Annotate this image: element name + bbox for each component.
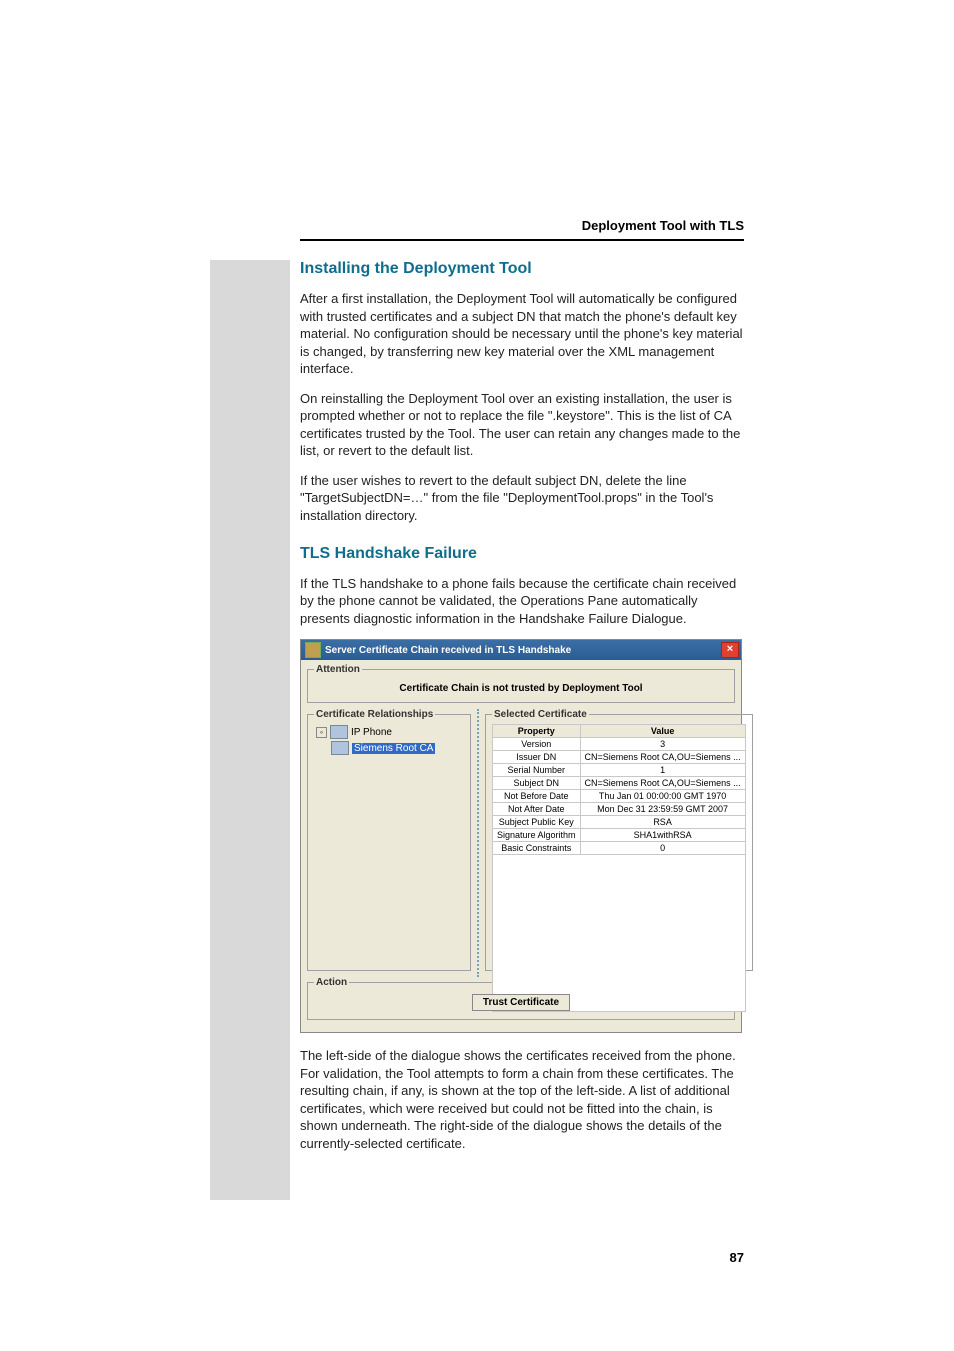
- certificate-icon: [330, 725, 348, 739]
- cell-value: Mon Dec 31 23:59:59 GMT 2007: [580, 803, 745, 816]
- cert-relationships-groupbox: Certificate Relationships ◦ IP Phone: [307, 709, 471, 971]
- tree-toggle-icon[interactable]: ◦: [316, 727, 327, 738]
- selected-cert-legend: Selected Certificate: [492, 709, 589, 720]
- table-row: Subject DNCN=Siemens Root CA,OU=Siemens …: [493, 777, 746, 790]
- tree-node-rootca[interactable]: Siemens Root CA: [314, 740, 464, 756]
- attention-legend: Attention: [314, 664, 362, 675]
- action-legend: Action: [314, 977, 349, 988]
- tree-label: IP Phone: [351, 727, 392, 738]
- cell-property: Subject Public Key: [493, 816, 581, 829]
- cell-property: Issuer DN: [493, 751, 581, 764]
- body-paragraph: After a first installation, the Deployme…: [300, 290, 744, 378]
- cell-value: 3: [580, 738, 745, 751]
- cell-property: Not Before Date: [493, 790, 581, 803]
- cell-value: 0: [580, 842, 745, 855]
- handshake-failure-dialog: Server Certificate Chain received in TLS…: [300, 639, 742, 1033]
- cell-value: Thu Jan 01 00:00:00 GMT 1970: [580, 790, 745, 803]
- col-property: Property: [493, 725, 581, 738]
- cell-value: SHA1withRSA: [580, 829, 745, 842]
- tree-node-ipphone[interactable]: ◦ IP Phone: [314, 724, 464, 740]
- table-row: Subject Public KeyRSA: [493, 816, 746, 829]
- page-header-title: Deployment Tool with TLS: [300, 218, 744, 233]
- cell-value: CN=Siemens Root CA,OU=Siemens ...: [580, 751, 745, 764]
- table-empty-area: [492, 855, 746, 1012]
- page-number: 87: [730, 1250, 744, 1265]
- table-row: Serial Number1: [493, 764, 746, 777]
- tree-label: Siemens Root CA: [352, 743, 435, 754]
- cell-value: RSA: [580, 816, 745, 829]
- certificate-tree[interactable]: ◦ IP Phone Siemens Root CA: [314, 724, 464, 756]
- table-row: Basic Constraints0: [493, 842, 746, 855]
- attention-text: Certificate Chain is not trusted by Depl…: [314, 679, 728, 696]
- table-row: Issuer DNCN=Siemens Root CA,OU=Siemens .…: [493, 751, 746, 764]
- cell-property: Basic Constraints: [493, 842, 581, 855]
- table-row: Signature AlgorithmSHA1withRSA: [493, 829, 746, 842]
- cell-value: CN=Siemens Root CA,OU=Siemens ...: [580, 777, 745, 790]
- header-rule: [300, 239, 744, 241]
- dialog-title: Server Certificate Chain received in TLS…: [325, 645, 721, 656]
- body-paragraph: The left-side of the dialogue shows the …: [300, 1047, 744, 1152]
- body-paragraph: On reinstalling the Deployment Tool over…: [300, 390, 744, 460]
- body-paragraph: If the TLS handshake to a phone fails be…: [300, 575, 744, 628]
- cell-property: Signature Algorithm: [493, 829, 581, 842]
- certificate-icon: [331, 741, 349, 755]
- cell-property: Serial Number: [493, 764, 581, 777]
- cell-value: 1: [580, 764, 745, 777]
- attention-groupbox: Attention Certificate Chain is not trust…: [307, 664, 735, 703]
- selected-cert-groupbox: Selected Certificate Property Value: [485, 709, 753, 971]
- splitter-handle[interactable]: [477, 709, 479, 977]
- window-icon: [305, 642, 321, 658]
- cell-property: Subject DN: [493, 777, 581, 790]
- cert-relationships-legend: Certificate Relationships: [314, 709, 435, 720]
- trust-certificate-button[interactable]: Trust Certificate: [472, 994, 570, 1011]
- close-icon[interactable]: ×: [721, 642, 739, 658]
- left-gray-sidebar: [210, 260, 290, 1200]
- cell-property: Not After Date: [493, 803, 581, 816]
- table-row: Not Before DateThu Jan 01 00:00:00 GMT 1…: [493, 790, 746, 803]
- table-row: Version3: [493, 738, 746, 751]
- cell-property: Version: [493, 738, 581, 751]
- dialog-titlebar[interactable]: Server Certificate Chain received in TLS…: [301, 640, 741, 660]
- certificate-property-table: Property Value Version3 Issuer DNCN=Siem…: [492, 724, 746, 855]
- col-value: Value: [580, 725, 745, 738]
- table-row: Not After DateMon Dec 31 23:59:59 GMT 20…: [493, 803, 746, 816]
- body-paragraph: If the user wishes to revert to the defa…: [300, 472, 744, 525]
- section-heading-tls: TLS Handshake Failure: [300, 545, 744, 563]
- section-heading-install: Installing the Deployment Tool: [300, 260, 744, 278]
